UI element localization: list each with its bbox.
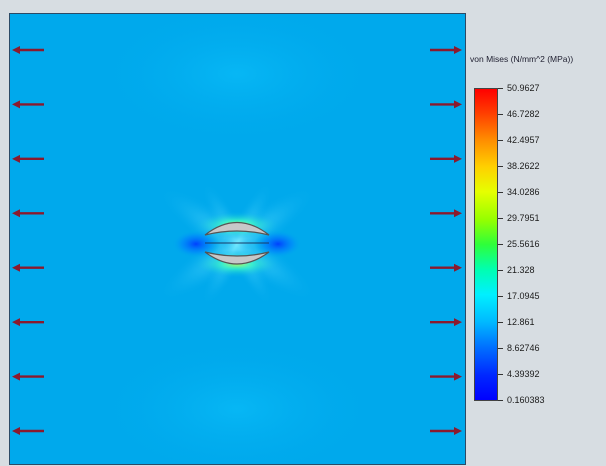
field-band-bottom	[97, 339, 377, 464]
legend-tick-mark	[498, 322, 503, 324]
legend-tick-label: 17.0945	[498, 290, 540, 302]
legend-tick-mark	[498, 374, 503, 376]
legend-tick-text: 38.2622	[507, 161, 540, 171]
load-arrow-left	[12, 209, 44, 218]
legend-tick-label: 8.62746	[498, 342, 540, 354]
legend-tick-mark	[498, 218, 503, 220]
load-arrow-right	[430, 46, 462, 54]
legend-tick-mark	[498, 88, 503, 90]
legend-tick-text: 8.62746	[507, 343, 540, 353]
legend-tick-label: 38.2622	[498, 160, 540, 172]
load-arrow-left	[12, 263, 44, 272]
load-arrow-left	[12, 100, 44, 109]
field-band-top	[97, 14, 377, 144]
legend-tick-mark	[498, 244, 503, 246]
legend-tick-mark	[498, 296, 503, 298]
load-arrow-left	[12, 318, 44, 327]
legend-ticks: 50.9627 46.7282 42.4957 38.2622 34.0286 29.79…	[498, 83, 598, 405]
legend-tick-mark	[498, 270, 503, 272]
legend-colorbar	[474, 88, 498, 401]
load-arrows	[12, 46, 462, 435]
legend-tick-text: 42.4957	[507, 135, 540, 145]
load-arrow-right	[430, 154, 462, 163]
legend-tick-text: 4.39392	[507, 369, 540, 379]
legend-tick-label: 46.7282	[498, 108, 540, 120]
legend-tick-text: 46.7282	[507, 109, 540, 119]
legend-tick-text: 12.861	[507, 317, 535, 327]
hole-upper-arc	[204, 222, 270, 236]
legend-tick-label: 50.9627	[498, 82, 540, 94]
stress-low-left	[172, 230, 220, 258]
legend-tick-label: 29.7951	[498, 212, 540, 224]
load-arrow-right	[430, 209, 462, 218]
stress-field	[10, 14, 465, 464]
legend-tick-text: 25.5616	[507, 239, 540, 249]
legend-tick-mark	[498, 140, 503, 142]
load-arrow-right	[430, 100, 462, 109]
hole-geometry	[204, 222, 270, 265]
legend-title: von Mises (N/mm^2 (MPa))	[470, 54, 574, 64]
legend-tick-label: 12.861	[498, 316, 535, 328]
legend-tick-mark	[498, 114, 503, 116]
load-arrow-right	[430, 318, 462, 327]
legend-tick-mark	[498, 166, 503, 168]
legend-tick-text: 50.9627	[507, 83, 540, 93]
legend-tick-mark	[498, 192, 503, 194]
load-arrow-left	[12, 372, 44, 381]
load-arrow-left	[12, 154, 44, 163]
legend-tick-label: 42.4957	[498, 134, 540, 146]
hole-lower-arc	[204, 251, 270, 265]
legend-tick-text: 0.160383	[507, 395, 545, 405]
legend-tick-mark	[498, 348, 503, 350]
legend-tick-text: 17.0945	[507, 291, 540, 301]
legend-tick-label: 34.0286	[498, 186, 540, 198]
stress-low-right	[254, 230, 302, 258]
legend-tick-mark	[498, 400, 503, 402]
legend-tick-text: 34.0286	[507, 187, 540, 197]
legend-tick-label: 21.328	[498, 264, 535, 276]
legend-tick-label: 0.160383	[498, 394, 545, 406]
legend-tick-text: 29.7951	[507, 213, 540, 223]
load-arrow-right	[430, 263, 462, 272]
load-arrow-left	[12, 46, 44, 54]
load-arrow-right	[430, 427, 462, 435]
stress-plot[interactable]	[9, 13, 466, 465]
legend-tick-label: 4.39392	[498, 368, 540, 380]
load-arrow-left	[12, 427, 44, 435]
legend-tick-label: 25.5616	[498, 238, 540, 250]
load-arrow-right	[430, 372, 462, 381]
legend-tick-text: 21.328	[507, 265, 535, 275]
